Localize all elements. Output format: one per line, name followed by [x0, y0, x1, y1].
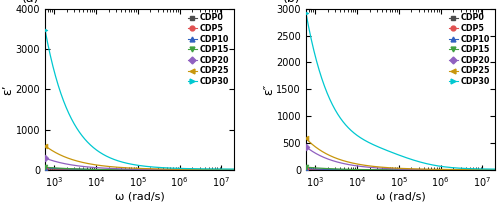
Y-axis label: ε’: ε’: [1, 84, 14, 95]
Y-axis label: ε″: ε″: [262, 84, 275, 95]
Legend: CDP0, CDP5, CDP10, CDP15, CDP20, CDP25, CDP30: CDP0, CDP5, CDP10, CDP15, CDP20, CDP25, …: [448, 13, 491, 87]
Text: (b): (b): [283, 0, 301, 5]
Text: (a): (a): [22, 0, 40, 5]
X-axis label: ω (rad/s): ω (rad/s): [114, 192, 164, 202]
X-axis label: ω (rad/s): ω (rad/s): [376, 192, 426, 202]
Legend: CDP0, CDP5, CDP10, CDP15, CDP20, CDP25, CDP30: CDP0, CDP5, CDP10, CDP15, CDP20, CDP25, …: [187, 13, 230, 87]
